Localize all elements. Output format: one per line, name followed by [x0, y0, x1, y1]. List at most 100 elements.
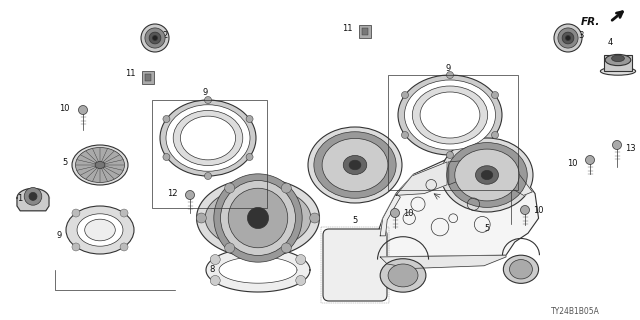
Circle shape: [120, 243, 128, 251]
Text: 12: 12: [168, 188, 178, 197]
Circle shape: [492, 92, 499, 99]
Bar: [152, 100, 267, 208]
Text: 8: 8: [210, 266, 215, 275]
Bar: [145, 74, 151, 81]
Text: 5: 5: [63, 157, 68, 166]
Ellipse shape: [180, 116, 236, 160]
Circle shape: [145, 28, 165, 48]
Text: 10: 10: [403, 209, 413, 218]
Text: 11: 11: [125, 68, 136, 77]
Ellipse shape: [412, 86, 488, 144]
Polygon shape: [380, 255, 506, 268]
Text: 9: 9: [202, 87, 207, 97]
Circle shape: [390, 209, 399, 218]
Polygon shape: [219, 257, 297, 283]
Ellipse shape: [343, 156, 367, 174]
Circle shape: [282, 243, 291, 253]
Circle shape: [205, 97, 211, 103]
Circle shape: [558, 28, 578, 48]
Circle shape: [228, 188, 288, 248]
Circle shape: [72, 243, 80, 251]
Ellipse shape: [420, 92, 480, 138]
Ellipse shape: [72, 145, 128, 185]
Text: 9: 9: [445, 63, 451, 73]
Circle shape: [24, 188, 42, 205]
Bar: [142, 71, 154, 84]
Circle shape: [149, 32, 161, 44]
Polygon shape: [380, 194, 401, 236]
Polygon shape: [396, 162, 447, 195]
Ellipse shape: [314, 132, 396, 198]
Circle shape: [79, 106, 88, 115]
Bar: [362, 28, 368, 35]
Text: 3: 3: [578, 30, 584, 39]
Ellipse shape: [509, 260, 532, 279]
Circle shape: [163, 154, 170, 161]
Text: 6: 6: [300, 211, 305, 220]
Circle shape: [554, 24, 582, 52]
Ellipse shape: [398, 75, 502, 155]
Ellipse shape: [455, 149, 519, 201]
Ellipse shape: [308, 127, 402, 203]
Text: 5: 5: [353, 215, 358, 225]
Circle shape: [196, 213, 206, 223]
Text: 4: 4: [607, 37, 612, 46]
Text: 10: 10: [533, 205, 543, 214]
Text: 2: 2: [162, 30, 167, 39]
Ellipse shape: [476, 166, 499, 184]
Ellipse shape: [160, 100, 256, 176]
Polygon shape: [205, 187, 311, 249]
Text: TY24B1B05A: TY24B1B05A: [550, 308, 600, 316]
Bar: [388, 75, 518, 190]
Circle shape: [72, 209, 80, 217]
Bar: [604, 55, 632, 71]
Ellipse shape: [84, 219, 115, 241]
FancyBboxPatch shape: [323, 229, 387, 301]
Circle shape: [310, 213, 319, 223]
Ellipse shape: [404, 80, 495, 150]
Bar: [359, 25, 371, 38]
Circle shape: [401, 92, 408, 99]
Circle shape: [225, 243, 235, 253]
Ellipse shape: [322, 139, 388, 192]
Ellipse shape: [600, 67, 636, 75]
Ellipse shape: [95, 162, 105, 169]
Ellipse shape: [77, 214, 123, 246]
Circle shape: [246, 116, 253, 123]
Ellipse shape: [380, 259, 426, 292]
Circle shape: [221, 180, 296, 255]
Text: FR.: FR.: [580, 17, 600, 27]
Polygon shape: [206, 248, 310, 292]
Text: 9: 9: [57, 230, 62, 239]
Circle shape: [612, 140, 621, 149]
Text: 7: 7: [385, 258, 390, 267]
Polygon shape: [449, 158, 532, 195]
Ellipse shape: [66, 206, 134, 254]
Circle shape: [210, 254, 220, 265]
Polygon shape: [376, 157, 539, 257]
Circle shape: [210, 276, 220, 285]
Circle shape: [447, 151, 454, 158]
Text: 10: 10: [568, 158, 578, 167]
Ellipse shape: [605, 54, 631, 66]
Ellipse shape: [76, 148, 125, 182]
Ellipse shape: [173, 110, 243, 165]
Circle shape: [152, 36, 157, 41]
Ellipse shape: [612, 55, 625, 61]
Circle shape: [120, 209, 128, 217]
Ellipse shape: [441, 138, 533, 212]
Text: 5: 5: [484, 223, 490, 233]
Circle shape: [562, 32, 574, 44]
Ellipse shape: [504, 255, 539, 284]
Text: 10: 10: [60, 103, 70, 113]
Circle shape: [246, 154, 253, 161]
Circle shape: [225, 183, 235, 193]
Circle shape: [520, 205, 529, 214]
Polygon shape: [196, 179, 319, 257]
Circle shape: [401, 132, 408, 139]
Circle shape: [296, 254, 306, 265]
Circle shape: [214, 174, 302, 262]
Circle shape: [282, 183, 291, 193]
Text: 13: 13: [625, 143, 636, 153]
Ellipse shape: [166, 105, 250, 171]
